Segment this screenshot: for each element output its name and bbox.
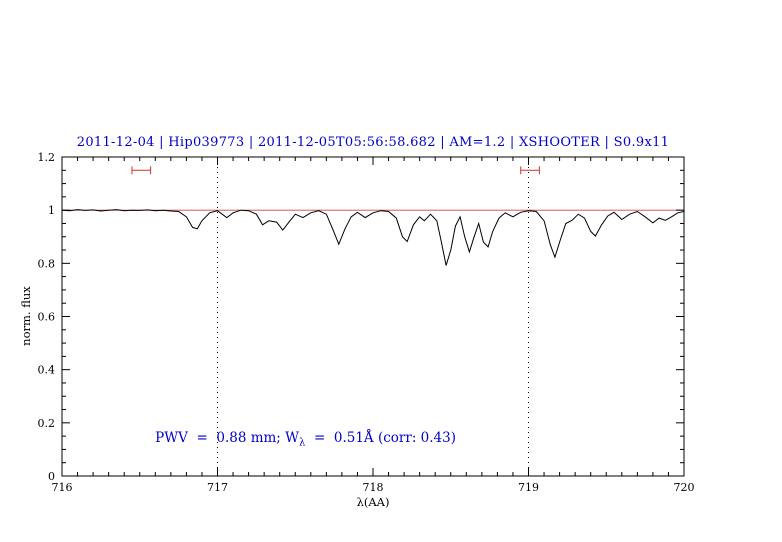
svg-text:0: 0 — [48, 470, 55, 483]
lambda-subscript: λ — [299, 437, 306, 449]
plot-title: 2011-12-04 | Hip039773 | 2011-12-05T05:5… — [76, 135, 670, 150]
svg-text:719: 719 — [518, 481, 539, 494]
svg-text:720: 720 — [674, 481, 695, 494]
svg-text:0.8: 0.8 — [38, 257, 56, 270]
svg-text:0.6: 0.6 — [38, 311, 56, 324]
svg-text:718: 718 — [363, 481, 384, 494]
svg-text:0.2: 0.2 — [38, 417, 56, 430]
x-axis-label: λ(AA) — [356, 495, 390, 509]
y-axis-label: norm. flux — [19, 286, 33, 346]
svg-text:716: 716 — [52, 481, 73, 494]
pwv-annotation: PWV = 0.88 mm; Wλ = 0.51Å (corr: 0.43) — [138, 414, 456, 465]
svg-text:0.4: 0.4 — [38, 364, 56, 377]
pwv-annotation-part2: = 0.51Å (corr: 0.43) — [305, 430, 456, 446]
pwv-annotation-part1: PWV = 0.88 mm; W — [155, 430, 300, 446]
svg-text:1.2: 1.2 — [38, 151, 56, 164]
svg-text:1: 1 — [48, 204, 55, 217]
svg-text:717: 717 — [207, 481, 228, 494]
